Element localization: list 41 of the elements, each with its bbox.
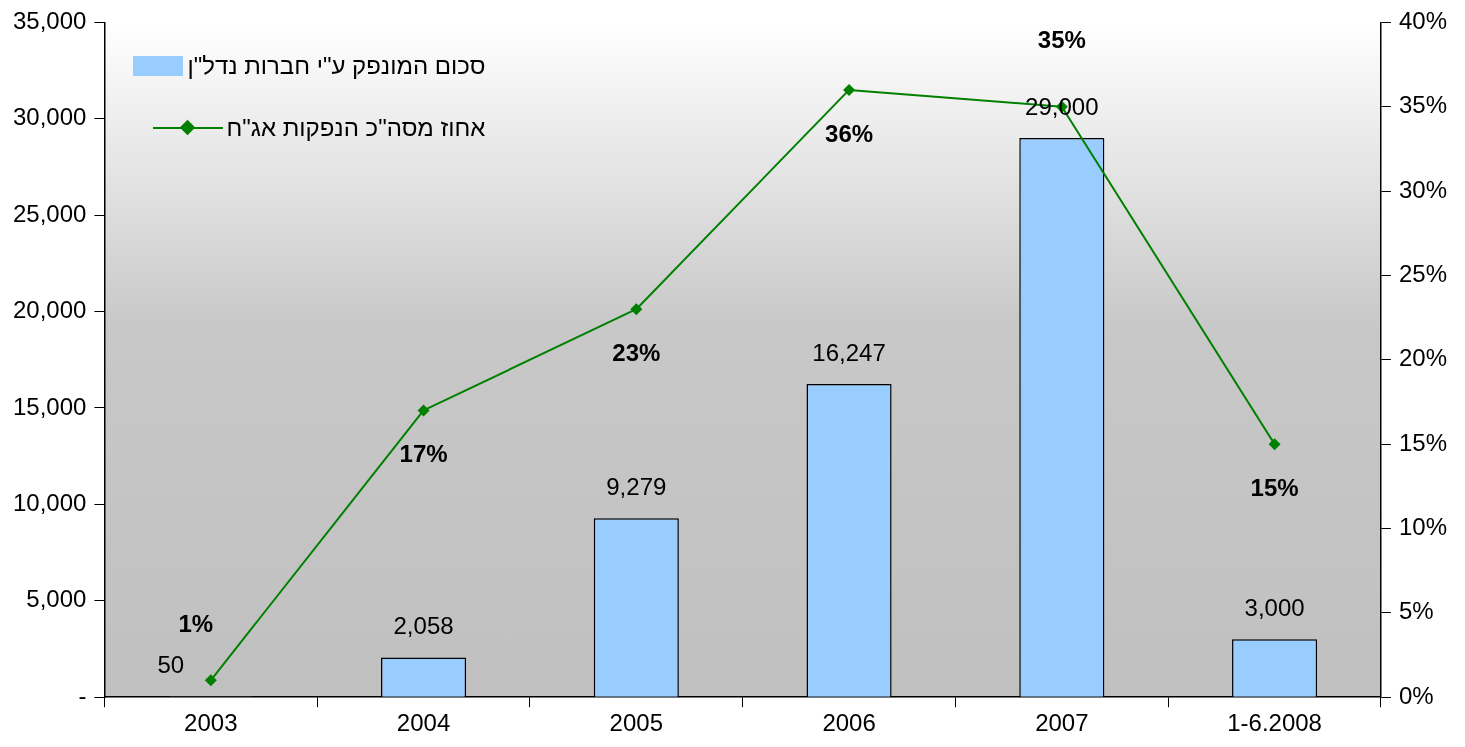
data-label: 35% bbox=[1037, 26, 1086, 54]
y2-tick-label: 30% bbox=[1398, 175, 1448, 203]
x-tick-label: 2004 bbox=[396, 709, 451, 737]
data-label: 2,058 bbox=[393, 612, 454, 640]
data-label: 36% bbox=[825, 119, 874, 147]
x-tick-label: 2003 bbox=[184, 709, 238, 737]
y-tick-label: 35,000 bbox=[13, 7, 87, 35]
y2-tick-label: 0% bbox=[1398, 681, 1434, 709]
data-label: 3,000 bbox=[1244, 593, 1305, 621]
data-label: 50 bbox=[157, 650, 185, 678]
legend-label: אחוז מסה"כ הנפקות אג"ח bbox=[226, 114, 486, 143]
point bbox=[204, 674, 217, 687]
x-tick-label: 1-6.2008 bbox=[1227, 709, 1322, 737]
point bbox=[417, 404, 430, 417]
x-tick-label: 2005 bbox=[609, 709, 663, 737]
y2-tick-label: 25% bbox=[1398, 260, 1448, 288]
legend-label: סכום המונפק ע"י חברות נדל"ן bbox=[187, 52, 486, 81]
y-tick-label: 15,000 bbox=[13, 392, 87, 420]
x-tick-label: 2007 bbox=[1035, 709, 1089, 737]
y2-tick-label: 20% bbox=[1398, 344, 1448, 372]
y-tick-label: 30,000 bbox=[13, 103, 87, 131]
y2-tick-label: 40% bbox=[1398, 7, 1448, 35]
data-label: 15% bbox=[1250, 473, 1299, 501]
x-tick-label: 2006 bbox=[822, 709, 876, 737]
data-label: 9,279 bbox=[606, 472, 667, 500]
y-tick-label: 5,000 bbox=[26, 585, 87, 613]
data-label: 16,247 bbox=[812, 338, 886, 366]
y2-tick-label: 10% bbox=[1398, 513, 1448, 541]
point bbox=[1268, 438, 1281, 451]
data-label: 17% bbox=[399, 440, 448, 468]
y-tick-label: 10,000 bbox=[13, 489, 87, 517]
y-tick-label: - bbox=[78, 681, 87, 709]
y2-tick-label: 35% bbox=[1398, 91, 1448, 119]
data-label: 23% bbox=[612, 338, 661, 366]
y2-tick-label: 5% bbox=[1398, 597, 1434, 625]
point bbox=[843, 83, 856, 96]
y-tick-label: 25,000 bbox=[13, 199, 87, 227]
y2-tick-label: 15% bbox=[1398, 428, 1448, 456]
data-label: 1% bbox=[178, 609, 214, 637]
y-tick-label: 20,000 bbox=[13, 296, 87, 324]
point bbox=[630, 303, 643, 316]
